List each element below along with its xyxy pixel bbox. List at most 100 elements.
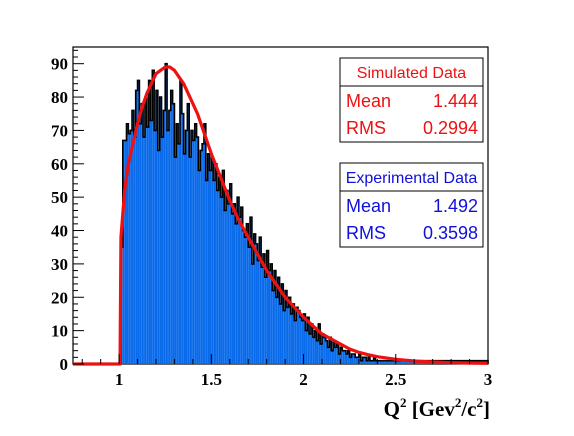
histogram-bar	[384, 360, 387, 364]
histogram-bar	[334, 347, 337, 364]
histogram-bar	[357, 357, 359, 364]
histogram-bar	[299, 317, 302, 364]
histogram-bar	[312, 337, 315, 364]
histogram-bar	[281, 283, 284, 364]
y-tick-label: 0	[60, 355, 69, 374]
histogram-bar	[342, 350, 345, 364]
histogram-bar	[322, 333, 324, 364]
histogram-bar	[371, 360, 374, 364]
histogram-bar	[213, 180, 216, 364]
histogram-bar	[307, 317, 310, 364]
histogram-bar	[379, 360, 382, 364]
y-tick-label: 60	[51, 155, 68, 174]
y-tick-label: 90	[51, 55, 68, 74]
histogram-bar	[310, 323, 313, 364]
histogram-bar	[246, 223, 249, 364]
histogram-bar	[360, 360, 363, 364]
histogram-bar	[386, 360, 389, 364]
y-tick-label: 20	[51, 288, 68, 307]
stats-value: 1.444	[433, 91, 478, 111]
histogram-bar	[191, 130, 193, 364]
histogram-bar	[215, 163, 217, 364]
histogram-bar	[141, 103, 144, 364]
histogram-bar	[187, 103, 190, 364]
histogram-bar	[122, 140, 125, 364]
histogram-bar	[209, 170, 212, 364]
simulated-data-line	[73, 65, 489, 366]
x-tick-label: 3	[484, 370, 493, 389]
y-axis-ticks: 0 10 20 30 40 50 60 70 80 90	[51, 49, 84, 374]
histogram-bar	[305, 330, 308, 364]
histogram-bar	[268, 270, 271, 364]
histogram-bar	[388, 360, 391, 364]
histogram-bar	[216, 190, 219, 364]
histogram-bar	[226, 190, 228, 364]
histogram-bar	[355, 357, 358, 364]
histogram-bar	[345, 353, 348, 364]
stats-value: 1.492	[433, 196, 478, 216]
histogram-bar	[264, 277, 267, 364]
histogram-bar	[275, 297, 278, 364]
histogram-bar	[196, 137, 199, 364]
histogram-bar	[133, 137, 136, 364]
histogram-bar	[382, 360, 385, 364]
histogram-bar	[288, 297, 291, 364]
histogram-bar	[126, 123, 129, 364]
histogram-bar	[198, 170, 201, 364]
x-axis-ticks: 1 1.5 2 2.5 3	[81, 354, 493, 389]
histogram-bar	[143, 137, 145, 364]
histogram-bar	[137, 80, 140, 365]
histogram-bar	[403, 360, 405, 364]
histogram-bar	[174, 157, 177, 364]
histogram-bar	[144, 97, 147, 364]
histogram-bar	[192, 140, 195, 364]
histogram-bar	[331, 350, 334, 364]
y-tick-label: 80	[51, 88, 68, 107]
histogram-bar	[301, 320, 304, 364]
histogram-bar	[194, 123, 197, 364]
histogram-bar	[172, 103, 175, 364]
histogram-bar	[220, 197, 223, 364]
x-tick-label: 2.5	[385, 370, 406, 389]
histogram-bar	[157, 150, 160, 364]
histogram-bar	[242, 230, 245, 364]
histogram-bar	[181, 113, 184, 364]
histogram-bar	[163, 110, 166, 365]
histogram-bar	[320, 343, 322, 364]
y-tick-label: 40	[51, 222, 68, 241]
histogram-bar	[316, 340, 319, 364]
histogram-bar	[340, 347, 343, 364]
histogram-bar	[257, 260, 260, 364]
y-tick-label: 10	[51, 322, 68, 341]
histogram-bar	[227, 203, 230, 364]
histogram-bar	[183, 153, 186, 364]
histogram-bar	[314, 330, 317, 364]
histogram-bar	[179, 80, 182, 365]
histogram-bar	[395, 360, 398, 364]
histogram-bar	[399, 360, 402, 364]
histogram-bar	[377, 360, 380, 364]
histogram-bar	[323, 337, 326, 364]
histogram-bar	[373, 357, 376, 364]
histogram-bar	[170, 90, 173, 365]
y-tick-label: 30	[51, 255, 68, 274]
histogram-bar	[259, 237, 262, 364]
histogram-bar	[283, 310, 286, 364]
histogram-bar	[235, 223, 238, 364]
histogram-bar	[397, 360, 400, 364]
histogram-bar	[303, 313, 306, 364]
stats-value: 0.2994	[423, 118, 478, 138]
histogram-bar	[279, 303, 282, 364]
histogram-bar	[251, 263, 254, 364]
histogram-bar	[139, 123, 142, 364]
histogram-bar	[229, 183, 232, 364]
stats-label: RMS	[346, 118, 386, 138]
histogram-bar	[408, 360, 411, 364]
histogram-bar	[189, 157, 192, 364]
histogram-bar	[375, 360, 378, 364]
histogram-bar	[262, 253, 265, 364]
histogram-bar	[405, 360, 407, 364]
histogram-outline	[119, 62, 489, 365]
histogram-bar	[218, 177, 221, 364]
